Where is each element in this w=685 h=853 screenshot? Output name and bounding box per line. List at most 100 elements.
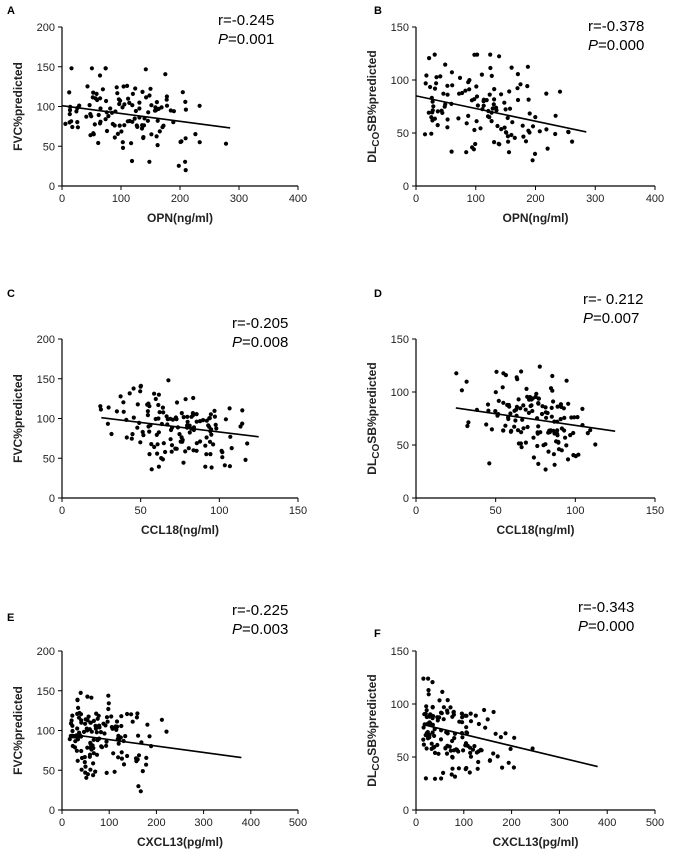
scatter-point [535,430,540,435]
scatter-point [519,445,524,450]
scatter-point [166,378,171,383]
p-value-letter: P [218,31,228,48]
scatter-point [169,449,174,454]
scatter-point [473,141,478,147]
scatter-point [451,709,456,715]
scatter-point [138,440,143,445]
scatter-point [503,107,508,112]
scatter-point [149,103,154,108]
x-tick-label: 400 [289,193,307,205]
scatter-point [198,419,203,424]
scatter-point [116,741,121,746]
scatter-point [67,737,72,742]
scatter-point [521,134,526,139]
x-axis-label: CCL18(ng/ml) [141,523,219,537]
scatter-point [593,442,598,447]
scatter-point [427,720,432,725]
scatter-point [75,758,80,763]
scatter-point [552,462,557,467]
scatter-point [565,457,571,462]
scatter-point [521,403,526,408]
scatter-point [159,717,164,722]
scatter-point [90,743,95,748]
scatter-point [98,106,103,111]
scatter-point [487,461,492,466]
scatter-point [559,426,565,431]
p-value: P=0.001 [218,31,274,48]
panel-b: B 0 50 100 150 0 100 200 300 400 OPN(ng/ml) DLCOSB%… [365,5,664,225]
scatter-point [525,84,530,89]
scatter-point [174,446,179,451]
y-tick-label: 50 [43,141,55,153]
scatter-point [121,762,127,767]
scatter-point [556,447,562,452]
scatter-point [424,746,429,751]
scatter-point [435,123,440,128]
scatter-point [102,731,107,736]
scatter-point [564,443,569,448]
y-axis-label-suffix: SB%predicted [365,50,379,131]
scatter-point [74,109,79,114]
scatter-point [435,715,440,720]
scatter-point [456,116,461,121]
scatter-point [530,158,535,163]
scatter-point [97,725,102,730]
scatter-point [445,83,450,88]
scatter-point [463,88,468,93]
scatter-point [94,752,100,757]
scatter-point [494,108,499,113]
scatter-point [463,713,468,718]
panel-f: F 0 50 100 150 0 100 200 300 400 500 CXCL13(pg/ml) D… [365,599,664,849]
scatter-point [456,766,461,771]
scatter-point [555,431,560,436]
scatter-point [176,163,181,168]
scatter-point [506,150,512,155]
scatter-point [475,52,480,57]
scatter-point [144,755,149,761]
scatter-point [160,405,165,410]
panel-letter: F [374,628,381,640]
scatter-point [240,408,245,413]
scatter-point [88,112,93,117]
scatter-point [537,364,542,369]
scatter-point [69,66,74,71]
scatter-points [422,52,575,163]
scatter-point [125,753,130,759]
scatter-point [445,117,450,122]
scatter-point [515,428,521,433]
scatter-point [426,110,431,115]
scatter-point [540,404,545,409]
scatter-point [424,73,429,78]
scatter-point [525,64,531,69]
scatter-point [114,85,119,90]
scatter-point [141,135,146,141]
scatter-point [512,424,517,429]
scatter-point [85,84,90,89]
scatter-point [495,754,500,759]
scatter-point [521,426,526,431]
scatter-point [527,111,532,116]
scatter-point [493,409,498,414]
scatter-point [450,738,455,744]
scatter-point [91,761,96,766]
scatter-point [96,713,101,718]
scatter-point [223,141,229,146]
scatter-point [161,123,166,128]
scatter-point [531,435,536,440]
scatter-point [85,772,90,777]
scatter-point [448,748,453,753]
scatter-point [155,442,160,447]
scatter-point [120,145,126,150]
scatter-point [525,424,530,430]
y-axis-label: FVC%predicted [11,686,25,775]
scatter-point [149,442,154,447]
scatter-point [193,132,198,137]
scatter-point [164,103,170,108]
scatter-point [474,119,479,124]
scatter-point [76,715,82,720]
scatter-point [138,389,143,394]
scatter-point [171,109,176,114]
scatter-point [439,108,444,113]
scatter-point [194,419,199,424]
scatter-point [77,730,82,735]
